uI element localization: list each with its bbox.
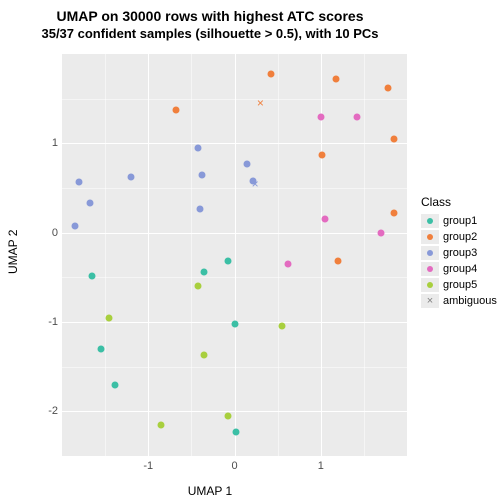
data-point — [391, 210, 398, 217]
y-tick: 1 — [40, 137, 58, 149]
gridline-v-minor — [278, 54, 279, 456]
legend-cross-icon: × — [427, 296, 433, 307]
data-point — [333, 76, 340, 83]
title-line-1: UMAP on 30000 rows with highest ATC scor… — [0, 8, 420, 26]
x-axis-label: UMAP 1 — [0, 484, 420, 498]
data-point — [86, 200, 93, 207]
plot-area: ×× — [62, 54, 407, 456]
legend-items: group1 group2 group3 group4 group5 × ambiguous — [421, 213, 497, 309]
ambiguous-point: × — [255, 98, 265, 108]
y-tick: 0 — [40, 227, 58, 239]
legend-dot-icon — [427, 234, 433, 240]
data-point — [233, 428, 240, 435]
data-point — [284, 260, 291, 267]
legend-label: group4 — [443, 263, 477, 275]
data-point — [385, 84, 392, 91]
data-point — [335, 258, 342, 265]
data-point — [158, 421, 165, 428]
gridline-v-minor — [105, 54, 106, 456]
legend-swatch — [421, 262, 439, 276]
legend-dot-icon — [427, 218, 433, 224]
gridline-v — [148, 54, 149, 456]
legend-label: group2 — [443, 231, 477, 243]
data-point — [224, 412, 231, 419]
data-point — [97, 345, 104, 352]
title-line-2: 35/37 confident samples (silhouette > 0.… — [0, 26, 420, 42]
x-tick: 0 — [231, 460, 237, 472]
data-point — [278, 323, 285, 330]
data-point — [172, 107, 179, 114]
legend-item: group3 — [421, 245, 497, 261]
legend-label: group5 — [443, 279, 477, 291]
data-point — [201, 268, 208, 275]
legend-item: group2 — [421, 229, 497, 245]
legend-label: group1 — [443, 215, 477, 227]
y-tick: -1 — [40, 316, 58, 328]
legend-dot-icon — [427, 250, 433, 256]
legend-title: Class — [421, 195, 497, 209]
legend-swatch — [421, 278, 439, 292]
umap-scatter-chart: UMAP on 30000 rows with highest ATC scor… — [0, 0, 504, 504]
legend: Class group1 group2 group3 group4 group5 × amb… — [421, 195, 497, 309]
gridline-v-minor — [364, 54, 365, 456]
data-point — [76, 178, 83, 185]
gridline-h — [62, 411, 407, 412]
y-axis-label: UMAP 2 — [6, 0, 20, 504]
x-tick: -1 — [143, 460, 153, 472]
gridline-h — [62, 233, 407, 234]
data-point — [353, 113, 360, 120]
data-point — [267, 70, 274, 77]
legend-label: ambiguous — [443, 295, 497, 307]
data-point — [391, 135, 398, 142]
legend-swatch — [421, 230, 439, 244]
legend-item: group4 — [421, 261, 497, 277]
data-point — [71, 222, 78, 229]
legend-item: × ambiguous — [421, 293, 497, 309]
data-point — [231, 320, 238, 327]
legend-item: group1 — [421, 213, 497, 229]
data-point — [201, 352, 208, 359]
data-point — [197, 205, 204, 212]
legend-swatch — [421, 214, 439, 228]
data-point — [89, 272, 96, 279]
legend-item: group5 — [421, 277, 497, 293]
data-point — [322, 216, 329, 223]
chart-title: UMAP on 30000 rows with highest ATC scor… — [0, 8, 420, 42]
ambiguous-point: × — [250, 179, 260, 189]
data-point — [244, 160, 251, 167]
legend-swatch: × — [421, 294, 439, 308]
legend-swatch — [421, 246, 439, 260]
data-point — [378, 229, 385, 236]
legend-label: group3 — [443, 247, 477, 259]
data-point — [317, 113, 324, 120]
data-point — [195, 283, 202, 290]
gridline-v — [235, 54, 236, 456]
legend-dot-icon — [427, 266, 433, 272]
data-point — [198, 171, 205, 178]
gridline-v-minor — [191, 54, 192, 456]
legend-dot-icon — [427, 282, 433, 288]
gridline-h — [62, 143, 407, 144]
data-point — [128, 174, 135, 181]
y-tick: -2 — [40, 405, 58, 417]
data-point — [112, 381, 119, 388]
data-point — [195, 144, 202, 151]
data-point — [106, 315, 113, 322]
data-point — [224, 258, 231, 265]
x-tick: 1 — [318, 460, 324, 472]
data-point — [319, 151, 326, 158]
